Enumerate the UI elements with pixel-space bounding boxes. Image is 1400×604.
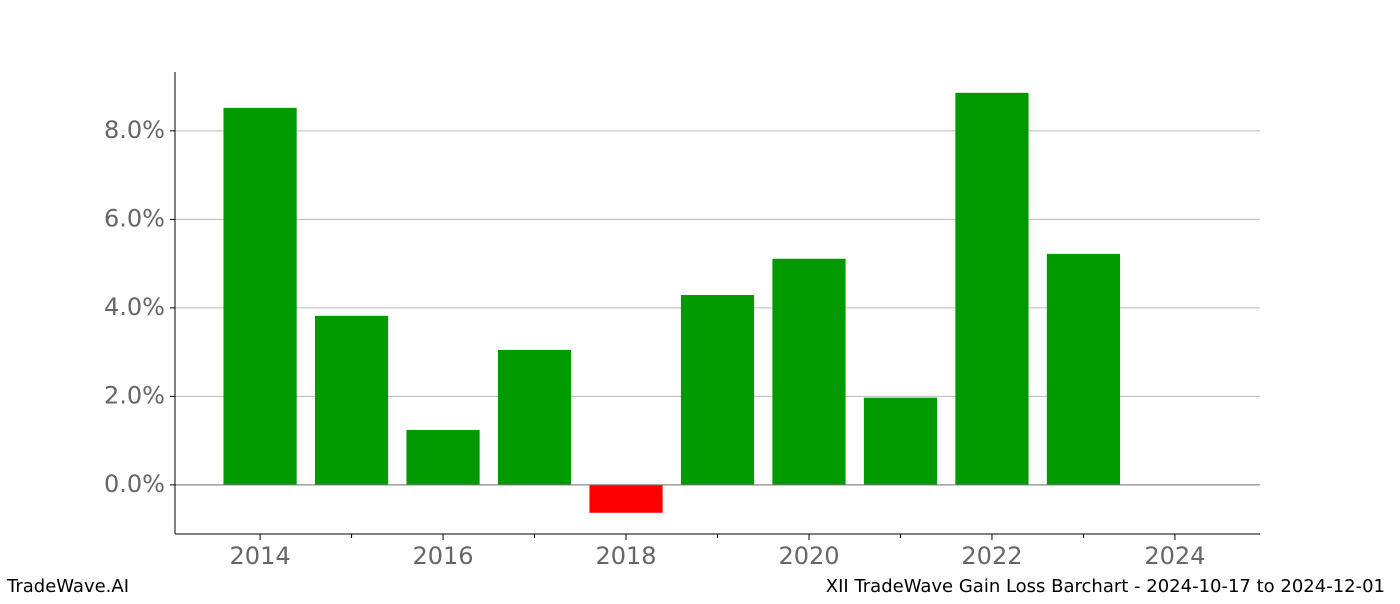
x-tick-label: 2024 (1144, 542, 1205, 570)
bar (223, 107, 297, 485)
bar (406, 430, 480, 485)
x-tick-label: 2018 (595, 542, 656, 570)
x-tick-label: 2014 (230, 542, 291, 570)
y-tick-label: 2.0% (104, 381, 165, 409)
bar (589, 484, 663, 513)
bar (497, 349, 572, 485)
bar (772, 258, 846, 485)
bar (314, 315, 389, 485)
y-tick-label: 4.0% (104, 293, 165, 321)
x-tick-label: 2022 (961, 542, 1022, 570)
y-tick-label: 8.0% (104, 116, 165, 144)
bar (680, 295, 755, 485)
bar (863, 397, 938, 485)
y-tick-label: 6.0% (104, 204, 165, 232)
x-tick-label: 2016 (413, 542, 474, 570)
bar (955, 92, 1029, 485)
y-tick-label: 0.0% (104, 470, 165, 498)
bar (1046, 253, 1121, 485)
x-tick-label: 2020 (778, 542, 839, 570)
footer-right: XII TradeWave Gain Loss Barchart - 2024-… (826, 576, 1385, 597)
footer-left: TradeWave.AI (6, 576, 129, 597)
